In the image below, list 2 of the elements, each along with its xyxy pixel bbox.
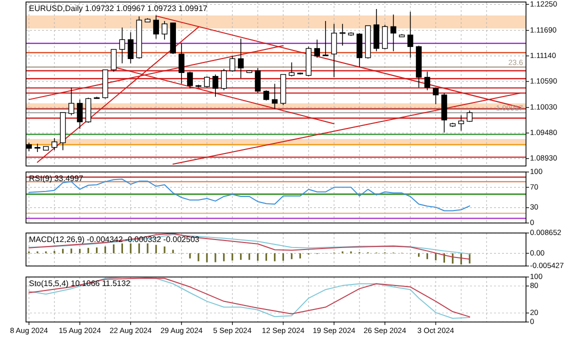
chart-title: MACD(12,26,9) -0.004342 -0.000332 -0.002503 — [29, 235, 200, 244]
chart-title: EURUSD,Daily 1.09732 1.09967 1.09723 1.09917 — [29, 4, 208, 13]
